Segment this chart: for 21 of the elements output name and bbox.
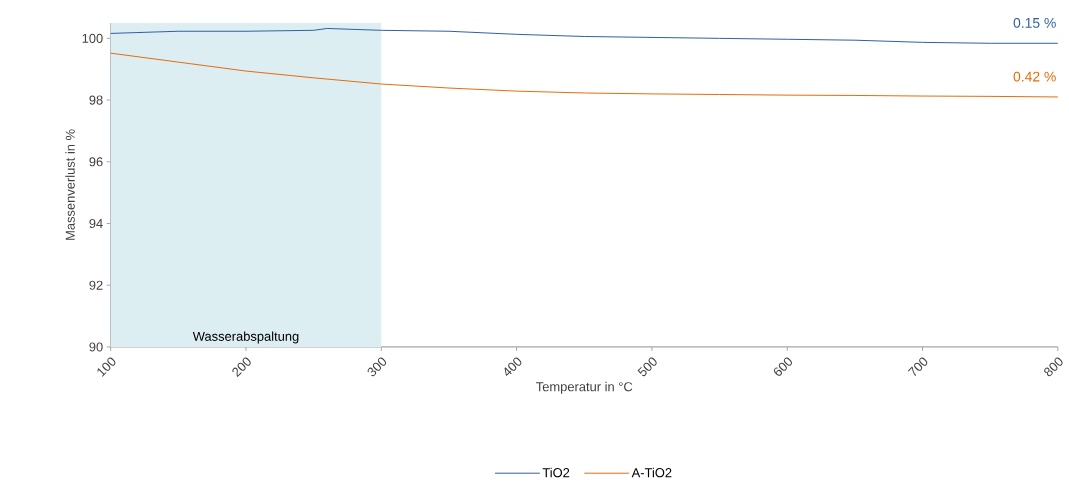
- x-tick-label: 300: [367, 357, 387, 377]
- x-tick-label: 400: [504, 357, 522, 377]
- x-axis-title: Temperatur in °C: [536, 382, 633, 395]
- y-tick-label: 90: [89, 342, 103, 352]
- y-tick-label: 98: [89, 95, 103, 105]
- legend-label: TiO2: [542, 467, 570, 478]
- x-tick-label: 500: [637, 357, 657, 377]
- y-axis-title: Massenverlust in %: [65, 129, 75, 241]
- legend-label: A-TiO2: [631, 467, 672, 478]
- annotation: 0.15 %: [1013, 18, 1056, 29]
- y-tick-label: 100: [82, 33, 103, 44]
- x-tick-label: 800: [1044, 357, 1063, 377]
- line-series: [110, 52, 1059, 98]
- y-tick-label: 96: [89, 157, 103, 167]
- y-tick-label: 94: [89, 219, 103, 229]
- x-tick-label: 200: [232, 357, 251, 378]
- x-tick-label: 700: [907, 357, 928, 377]
- y-tick-label: 92: [89, 280, 103, 290]
- annotation: 0.42 %: [1013, 71, 1056, 82]
- band-label: Wasserabspaltung: [192, 331, 299, 344]
- x-tick-label: 600: [773, 357, 793, 377]
